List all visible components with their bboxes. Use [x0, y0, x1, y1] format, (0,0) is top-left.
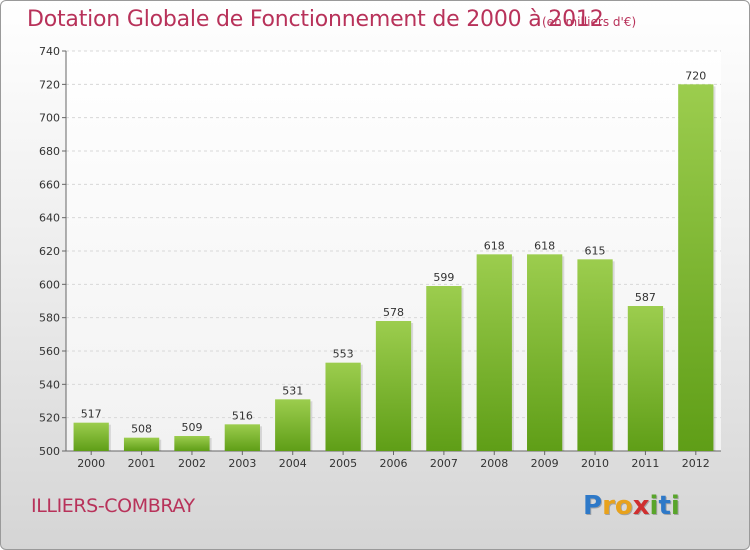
bar-2006 — [375, 321, 412, 451]
proxiti-logo: Proxiti — [583, 491, 680, 521]
data-label: 587 — [635, 291, 656, 304]
x-tick-label: 2010 — [581, 457, 609, 470]
data-label: 516 — [232, 409, 253, 422]
bar-2011 — [627, 306, 664, 451]
place-name: ILLIERS-COMBRAY — [31, 495, 195, 517]
data-label: 599 — [433, 271, 454, 284]
bar-2010 — [577, 259, 613, 451]
bar-2007 — [426, 286, 462, 451]
x-tick-label: 2001 — [128, 457, 156, 470]
y-tick-label: 620 — [39, 245, 60, 258]
data-label: 531 — [282, 384, 303, 397]
y-tick-label: 500 — [39, 445, 60, 458]
y-tick-label: 560 — [39, 345, 60, 358]
y-tick-label: 720 — [39, 78, 60, 91]
y-tick-label: 520 — [39, 412, 60, 425]
x-tick-label: 2002 — [178, 457, 206, 470]
bar-2005 — [325, 362, 361, 451]
data-label: 578 — [383, 306, 404, 319]
data-label: 509 — [181, 421, 202, 434]
bar-2012 — [678, 84, 714, 451]
logo-letter: t — [658, 491, 671, 521]
chart-title: Dotation Globale de Fonctionnement de 20… — [27, 7, 604, 32]
x-tick-label: 2007 — [430, 457, 458, 470]
bar-2009 — [527, 254, 563, 451]
logo-letter: o — [614, 491, 633, 521]
chart-subtitle: (en milliers d'€) — [542, 15, 637, 29]
x-tick-label: 2004 — [279, 457, 307, 470]
bar-2003 — [224, 424, 260, 451]
x-tick-label: 2011 — [631, 457, 659, 470]
y-tick-label: 700 — [39, 112, 60, 125]
logo-letter: i — [649, 491, 659, 521]
x-tick-label: 2008 — [480, 457, 508, 470]
bar-2000 — [73, 422, 109, 451]
x-tick-label: 2006 — [380, 457, 408, 470]
y-tick-label: 640 — [39, 212, 60, 225]
data-label: 517 — [81, 408, 102, 421]
logo-letter: i — [670, 491, 680, 521]
y-tick-label: 540 — [39, 378, 60, 391]
data-label: 508 — [131, 423, 152, 436]
y-tick-label: 680 — [39, 145, 60, 158]
bar-2008 — [476, 254, 512, 451]
logo-letter: r — [602, 491, 615, 521]
x-tick-label: 2009 — [531, 457, 559, 470]
x-tick-label: 2000 — [77, 457, 105, 470]
data-label: 618 — [484, 239, 505, 252]
x-tick-label: 2005 — [329, 457, 357, 470]
data-label: 720 — [685, 69, 706, 82]
data-label: 553 — [333, 348, 354, 361]
y-tick-label: 740 — [39, 45, 60, 58]
bar-2001 — [123, 437, 160, 451]
y-tick-label: 580 — [39, 312, 60, 325]
y-tick-label: 600 — [39, 278, 60, 291]
logo-letter: P — [583, 491, 603, 521]
bar-2004 — [275, 399, 311, 451]
x-tick-label: 2012 — [682, 457, 710, 470]
logo-letter: x — [632, 491, 650, 521]
y-tick-label: 660 — [39, 178, 60, 191]
plot-area: 500 520 540 560 580 600 620 640 660 680 700 720 740 5… — [39, 45, 721, 470]
data-label: 618 — [534, 239, 555, 252]
x-tick-label: 2003 — [228, 457, 256, 470]
bar-2002 — [174, 436, 210, 451]
data-label: 615 — [585, 244, 606, 257]
